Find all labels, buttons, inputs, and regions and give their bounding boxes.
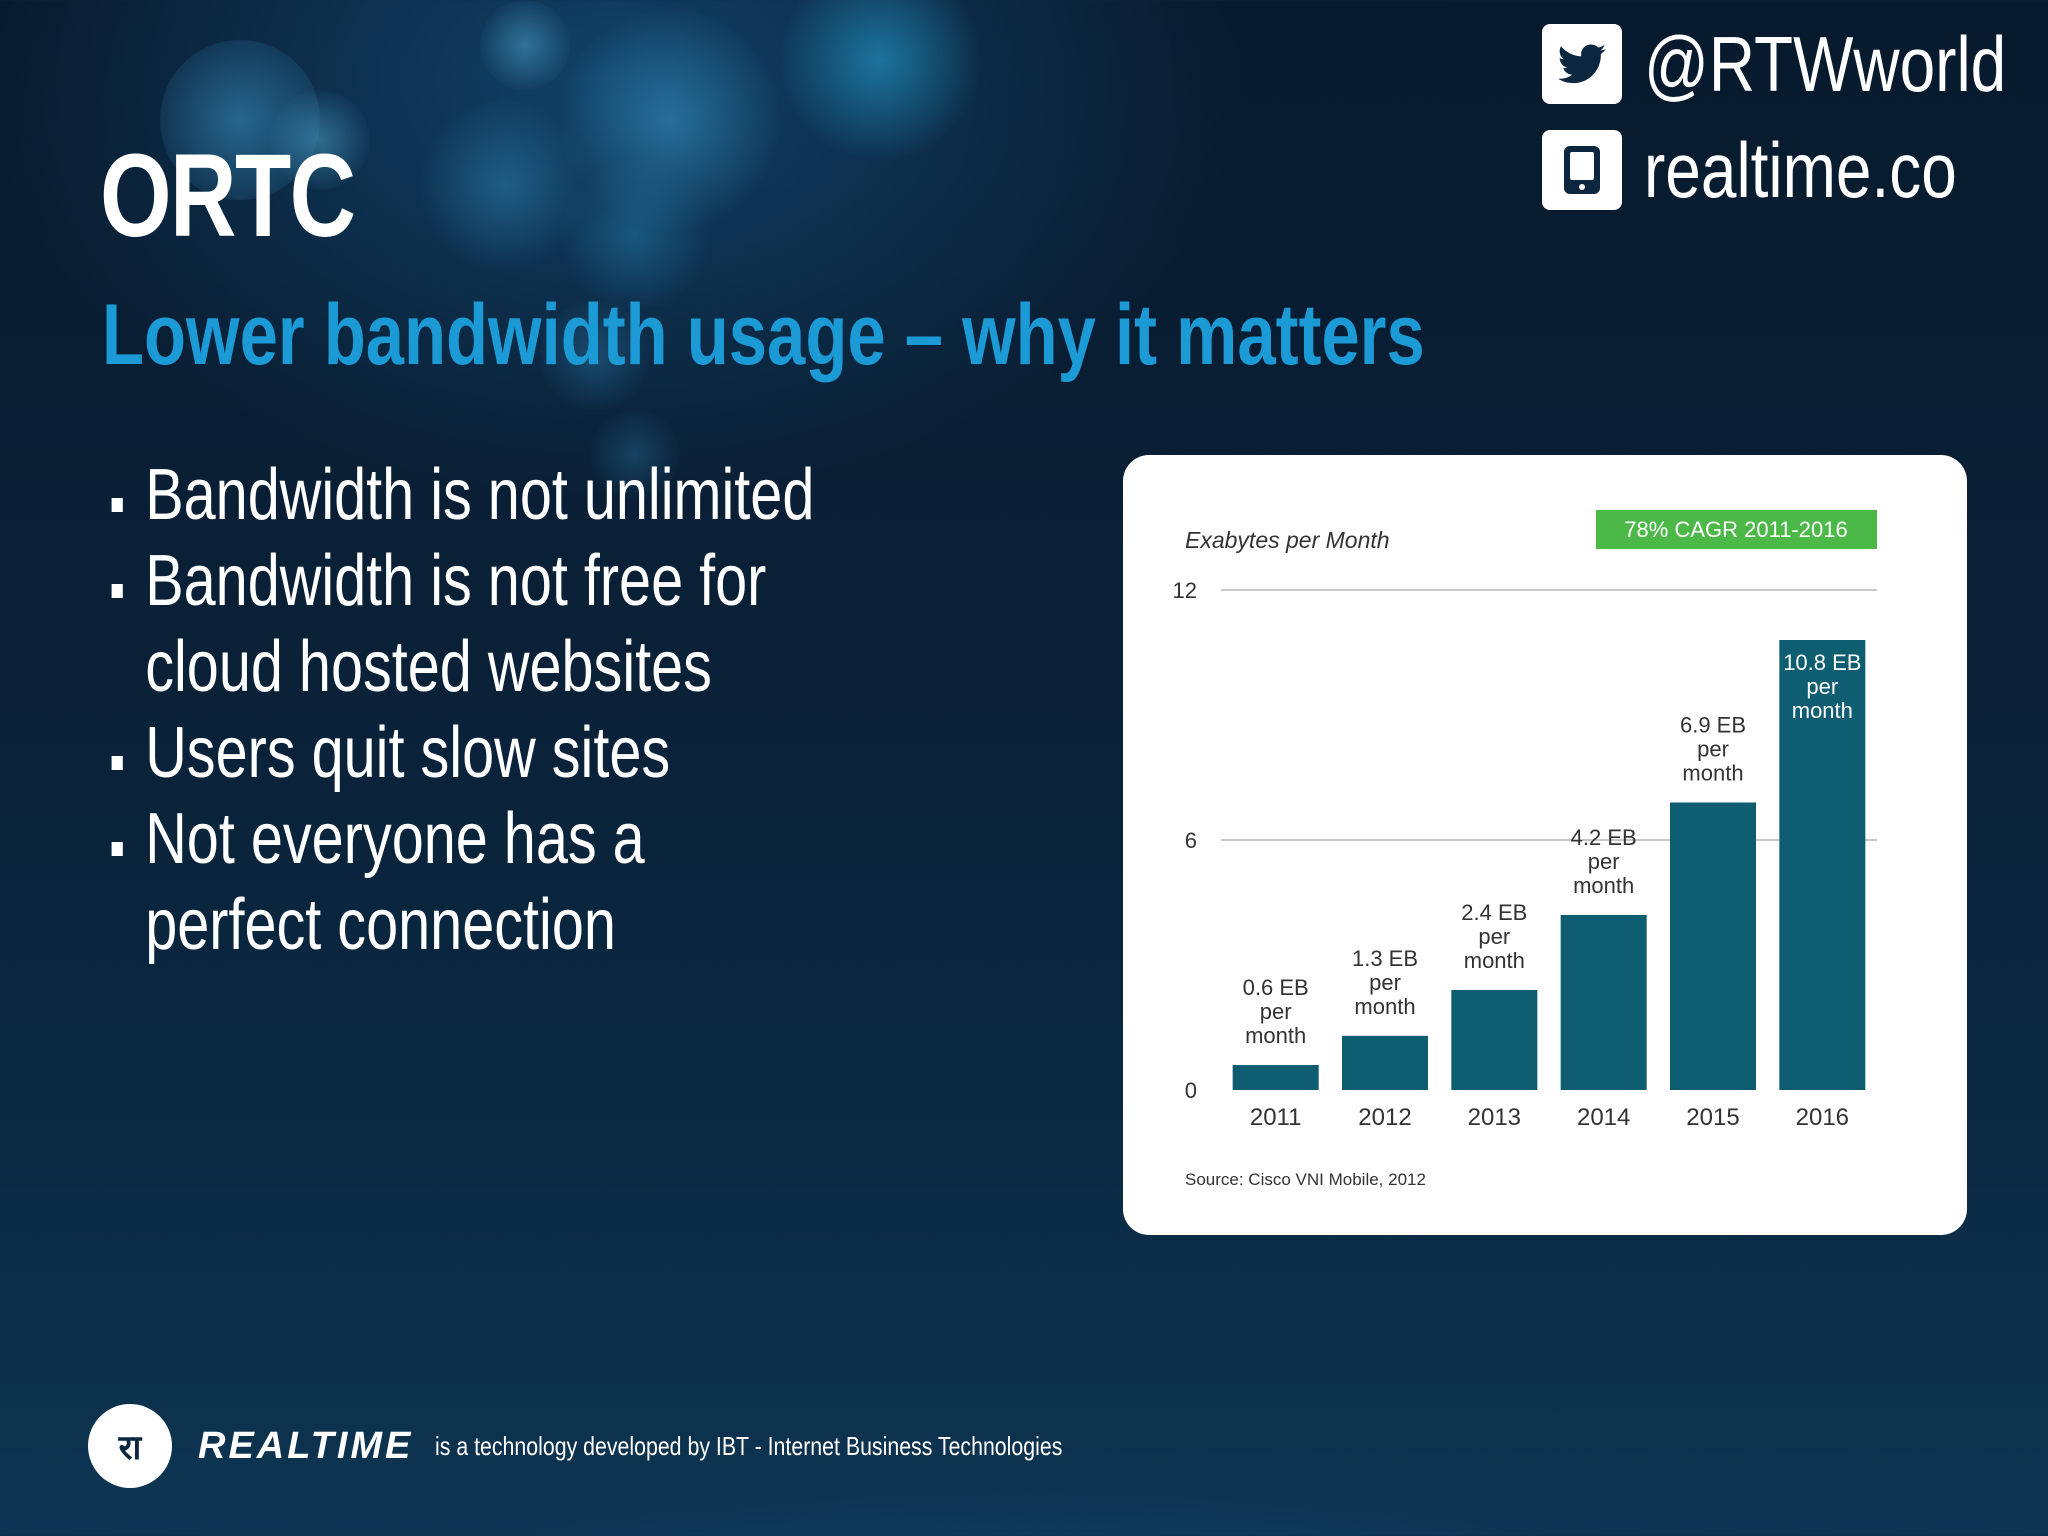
data-label: 4.2 EB [1571, 825, 1637, 850]
bar [1670, 802, 1756, 1090]
chart-canvas: Exabytes per Month 78% CAGR 2011-2016 0 6 12… [1173, 510, 1877, 1189]
bar [1232, 1065, 1319, 1090]
slide-subtitle: Lower bandwidth usage – why it matters [102, 287, 1425, 383]
x-tick-label: 2014 [1577, 1104, 1630, 1131]
twitter-link[interactable]: @RTWworld [1542, 18, 2048, 110]
data-label: per [1806, 674, 1838, 699]
bullet-item: Not everyone has a perfect connection [110, 796, 830, 968]
data-label: 10.8 EB [1783, 650, 1861, 675]
x-tick-label: 2011 [1250, 1104, 1302, 1131]
bar [1451, 990, 1538, 1090]
data-label: per [1588, 849, 1620, 874]
cagr-badge-label: 78% CAGR 2011-2016 [1624, 517, 1847, 542]
data-label: month [1792, 698, 1853, 723]
slide-title: ORTC [100, 130, 356, 262]
bandwidth-chart: Exabytes per Month 78% CAGR 2011-2016 0 6 12… [1123, 455, 1967, 1235]
bar [1342, 1035, 1428, 1090]
y-tick-label: 6 [1185, 828, 1197, 853]
data-label: 0.6 EB [1243, 975, 1309, 1000]
twitter-bird-icon [1542, 24, 1622, 104]
website-link[interactable]: realtime.co [1542, 124, 2048, 216]
social-links: @RTWworld realtime.co [1542, 18, 2048, 230]
bullet-item: Bandwidth is not free for cloud hosted w… [110, 538, 830, 710]
data-label: per [1369, 970, 1401, 995]
footer: रा REALTIME is a technology developed by… [88, 1404, 1200, 1488]
bullet-item: Bandwidth is not unlimited [110, 452, 830, 538]
chart-source: Source: Cisco VNI Mobile, 2012 [1185, 1170, 1426, 1189]
footer-brand: REALTIME [198, 1424, 414, 1467]
bullet-item: Users quit slow sites [110, 710, 830, 796]
data-label: month [1245, 1023, 1306, 1048]
website-url: realtime.co [1644, 125, 1957, 214]
bokeh-light [480, 0, 570, 90]
x-tick-label: 2013 [1468, 1104, 1521, 1131]
footer-tagline: is a technology developed by IBT - Inter… [435, 1430, 1063, 1461]
realtime-logo-icon: रा [88, 1404, 172, 1488]
x-tick-label: 2015 [1686, 1104, 1739, 1131]
x-tick-label: 2016 [1796, 1104, 1849, 1131]
bokeh-light [780, 0, 980, 160]
chart-title: Exabytes per Month [1185, 527, 1390, 553]
x-tick-label: 2012 [1358, 1104, 1411, 1131]
data-label: per [1478, 924, 1510, 949]
y-tick-label: 12 [1173, 578, 1197, 603]
data-label: 6.9 EB [1680, 713, 1746, 738]
bar [1560, 915, 1647, 1090]
bokeh-light [420, 100, 590, 270]
bokeh-light [560, 10, 780, 230]
data-label: per [1260, 999, 1292, 1024]
data-label: per [1697, 737, 1729, 762]
bullet-list: Bandwidth is not unlimited Bandwidth is … [110, 452, 830, 968]
data-label: 2.4 EB [1461, 900, 1527, 925]
bar [1779, 640, 1866, 1090]
logo-glyph: रा [118, 1428, 142, 1468]
data-label: month [1573, 873, 1634, 898]
twitter-handle: @RTWworld [1644, 19, 2007, 108]
tablet-icon [1542, 130, 1622, 210]
data-label: 1.3 EB [1352, 946, 1418, 971]
cagr-badge [1596, 510, 1877, 549]
data-label: month [1464, 948, 1525, 973]
data-label: month [1682, 761, 1743, 786]
data-label: month [1354, 994, 1415, 1019]
y-tick-label: 0 [1185, 1078, 1197, 1103]
